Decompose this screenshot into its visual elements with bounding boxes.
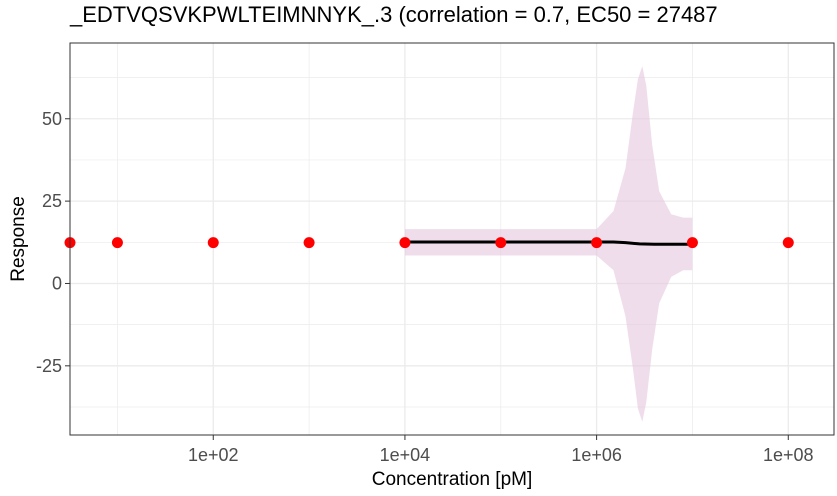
data-point bbox=[782, 237, 794, 249]
data-point bbox=[686, 237, 698, 249]
data-point bbox=[399, 237, 411, 249]
y-tick-label: 50 bbox=[42, 109, 62, 129]
data-point bbox=[303, 237, 315, 249]
confidence-ribbon bbox=[404, 66, 693, 422]
y-axis: -25 0 25 50 bbox=[36, 109, 70, 376]
data-point bbox=[495, 237, 507, 249]
x-axis-title: Concentration [pM] bbox=[372, 469, 533, 490]
x-tick-label: 1e+02 bbox=[188, 445, 239, 465]
data-point bbox=[591, 237, 603, 249]
data-point bbox=[207, 237, 219, 249]
x-tick-label: 1e+06 bbox=[571, 445, 622, 465]
y-axis-title: Response bbox=[8, 196, 29, 282]
fit-line bbox=[404, 240, 693, 246]
chart-title: _EDTVQSVKPWLTEIMNNYK_.3 (correlation = 0… bbox=[70, 2, 718, 27]
x-axis: 1e+02 1e+04 1e+06 1e+08 bbox=[188, 435, 814, 465]
y-tick-label: 25 bbox=[42, 191, 62, 211]
y-tick-label: -25 bbox=[36, 356, 62, 376]
y-tick-label: 0 bbox=[52, 273, 62, 293]
plot-panel-border bbox=[69, 42, 835, 436]
x-tick-label: 1e+08 bbox=[763, 445, 814, 465]
x-tick-label: 1e+04 bbox=[380, 445, 431, 465]
data-point bbox=[111, 237, 123, 249]
